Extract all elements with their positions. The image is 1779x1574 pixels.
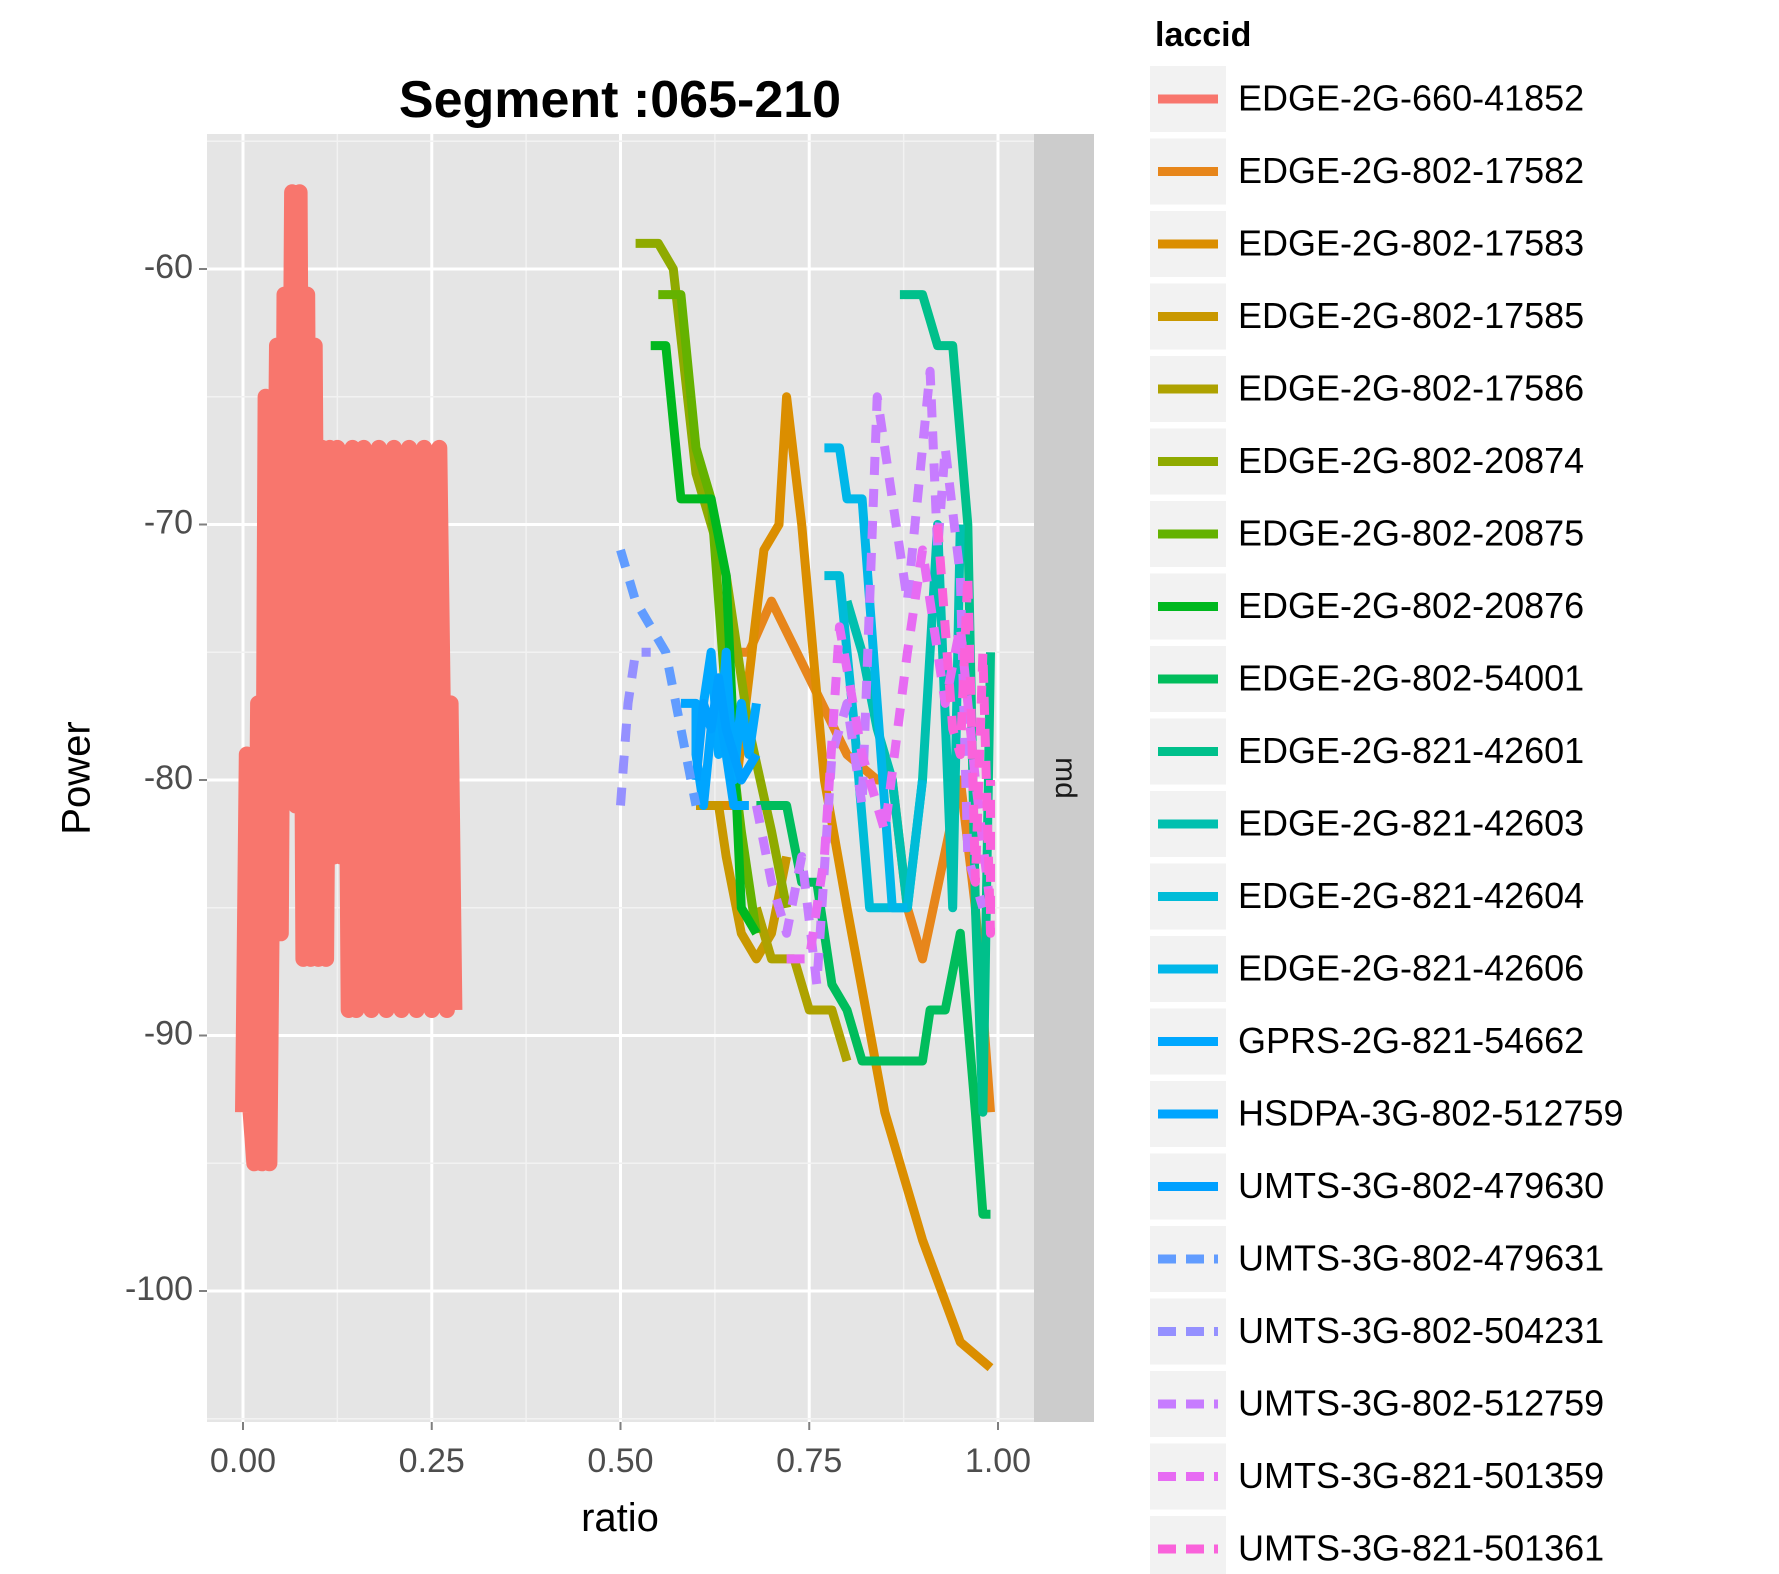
legend-label: EDGE-2G-821-42606 xyxy=(1238,948,1584,989)
legend-label: EDGE-2G-821-42604 xyxy=(1238,875,1584,916)
legend-label: UMTS-3G-802-512759 xyxy=(1238,1383,1604,1424)
legend-label: EDGE-2G-660-41852 xyxy=(1238,78,1584,119)
legend-label: EDGE-2G-802-20874 xyxy=(1238,440,1584,481)
series-line xyxy=(650,341,761,936)
y-tick-label: -100 xyxy=(125,1270,193,1308)
legend-label: UMTS-3G-802-479631 xyxy=(1238,1238,1604,1279)
series-line xyxy=(786,545,995,964)
series-line xyxy=(751,366,988,989)
x-axis: 0.00 0.25 0.50 0.75 1.00 xyxy=(210,1422,1031,1480)
y-axis-label: Power xyxy=(55,721,99,834)
legend-label: EDGE-2G-802-20875 xyxy=(1238,513,1584,554)
legend-label: EDGE-2G-802-17586 xyxy=(1238,368,1584,409)
facet-strip-label: md xyxy=(1049,757,1082,799)
facet-strip xyxy=(1034,134,1094,1422)
series-line xyxy=(824,571,927,913)
x-tick-label: 0.25 xyxy=(399,1442,465,1480)
legend-label: HSDPA-3G-802-512759 xyxy=(1238,1093,1624,1134)
series-line xyxy=(616,647,651,806)
series-line xyxy=(696,801,792,964)
legend-label: UMTS-3G-802-504231 xyxy=(1238,1310,1604,1351)
series-line xyxy=(235,184,463,1172)
series-line xyxy=(933,524,995,938)
x-axis-label: ratio xyxy=(581,1496,659,1540)
legend-label: UMTS-3G-802-479630 xyxy=(1238,1165,1604,1206)
y-tick-label: -80 xyxy=(144,759,193,797)
legend-label: UMTS-3G-821-501361 xyxy=(1238,1528,1604,1569)
y-tick-label: -60 xyxy=(144,248,193,286)
series-layer xyxy=(235,184,995,1372)
x-tick-label: 0.00 xyxy=(210,1442,276,1480)
x-tick-label: 0.50 xyxy=(587,1442,653,1480)
chart-title: Segment :065-210 xyxy=(399,71,841,129)
x-tick-label: 1.00 xyxy=(965,1442,1031,1480)
legend-label: EDGE-2G-802-17585 xyxy=(1238,295,1584,336)
legend-label: EDGE-2G-821-42601 xyxy=(1238,730,1584,771)
legend-label: EDGE-2G-802-54001 xyxy=(1238,658,1584,699)
series-line xyxy=(699,647,761,785)
y-tick-label: -90 xyxy=(144,1014,193,1052)
x-tick-label: 0.75 xyxy=(776,1442,842,1480)
legend-label: EDGE-2G-802-20876 xyxy=(1238,585,1584,626)
legend-label: EDGE-2G-802-17582 xyxy=(1238,150,1584,191)
y-axis: -100 -90 -80 -70 -60 xyxy=(125,248,207,1308)
y-tick-label: -70 xyxy=(144,503,193,541)
legend-label: GPRS-2G-821-54662 xyxy=(1238,1020,1584,1061)
legend-label: EDGE-2G-821-42603 xyxy=(1238,803,1584,844)
legend-title: laccid xyxy=(1155,16,1251,54)
series-line xyxy=(752,906,852,1063)
legend: EDGE-2G-660-41852 EDGE-2G-802-17582 EDGE-2… xyxy=(1150,66,1624,1574)
series-line xyxy=(718,392,994,1372)
series-line xyxy=(616,548,701,807)
series-line xyxy=(691,673,761,785)
legend-label: UMTS-3G-821-501359 xyxy=(1238,1455,1604,1496)
legend-label: EDGE-2G-802-17583 xyxy=(1238,223,1584,264)
series-line xyxy=(899,290,995,1117)
series-line xyxy=(824,443,908,913)
